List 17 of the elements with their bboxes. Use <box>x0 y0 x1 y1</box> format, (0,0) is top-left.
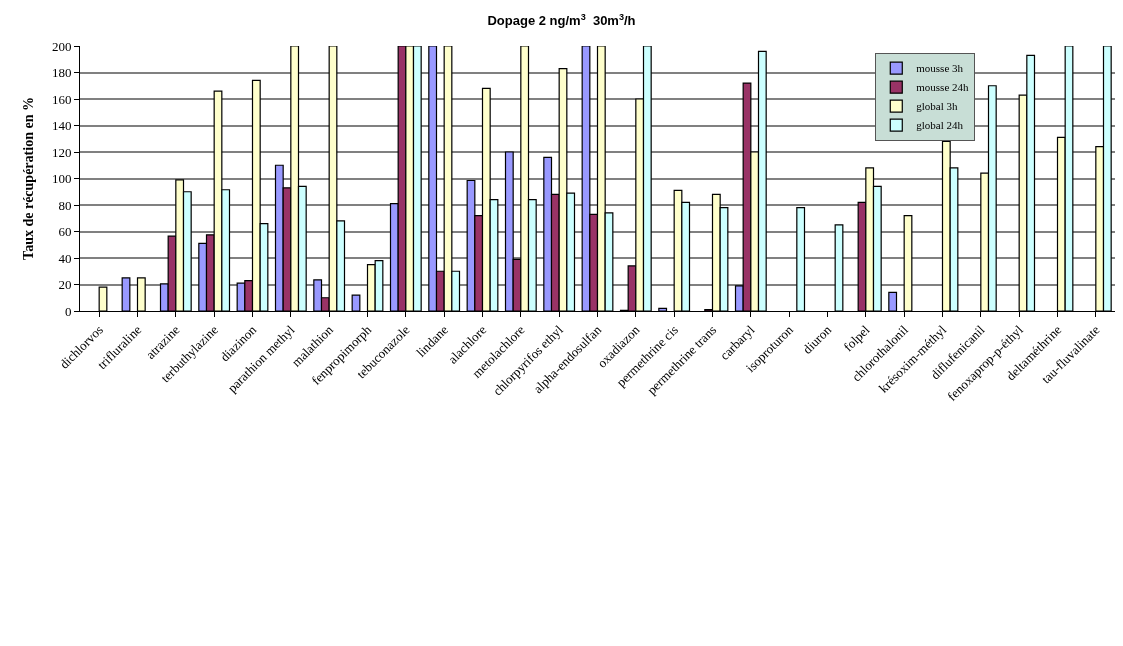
legend-label: mousse 24h <box>916 81 970 94</box>
legend-label: mousse 3h <box>916 62 964 75</box>
y-tick-label: 0 <box>64 303 72 319</box>
legend-label: global 24h <box>916 119 964 132</box>
y-tick-label: 80 <box>58 197 72 213</box>
chart-title: Dopage 2 ng/m$^{3}$ 30m$^{3}$/h <box>487 11 636 29</box>
y-tick-label: 160 <box>51 91 72 107</box>
legend-label: global 3h <box>916 100 959 113</box>
y-axis-title: Taux de récupération en % <box>20 97 36 260</box>
y-tick-label: 20 <box>58 277 72 293</box>
y-tick-label: 180 <box>51 65 72 81</box>
y-tick-label: 200 <box>51 38 72 54</box>
y-tick-label: 60 <box>58 224 72 240</box>
y-tick-label: 40 <box>58 250 72 266</box>
y-tick-label: 100 <box>51 171 72 187</box>
y-tick-label: 120 <box>51 144 72 160</box>
y-tick-label: 140 <box>51 118 72 134</box>
